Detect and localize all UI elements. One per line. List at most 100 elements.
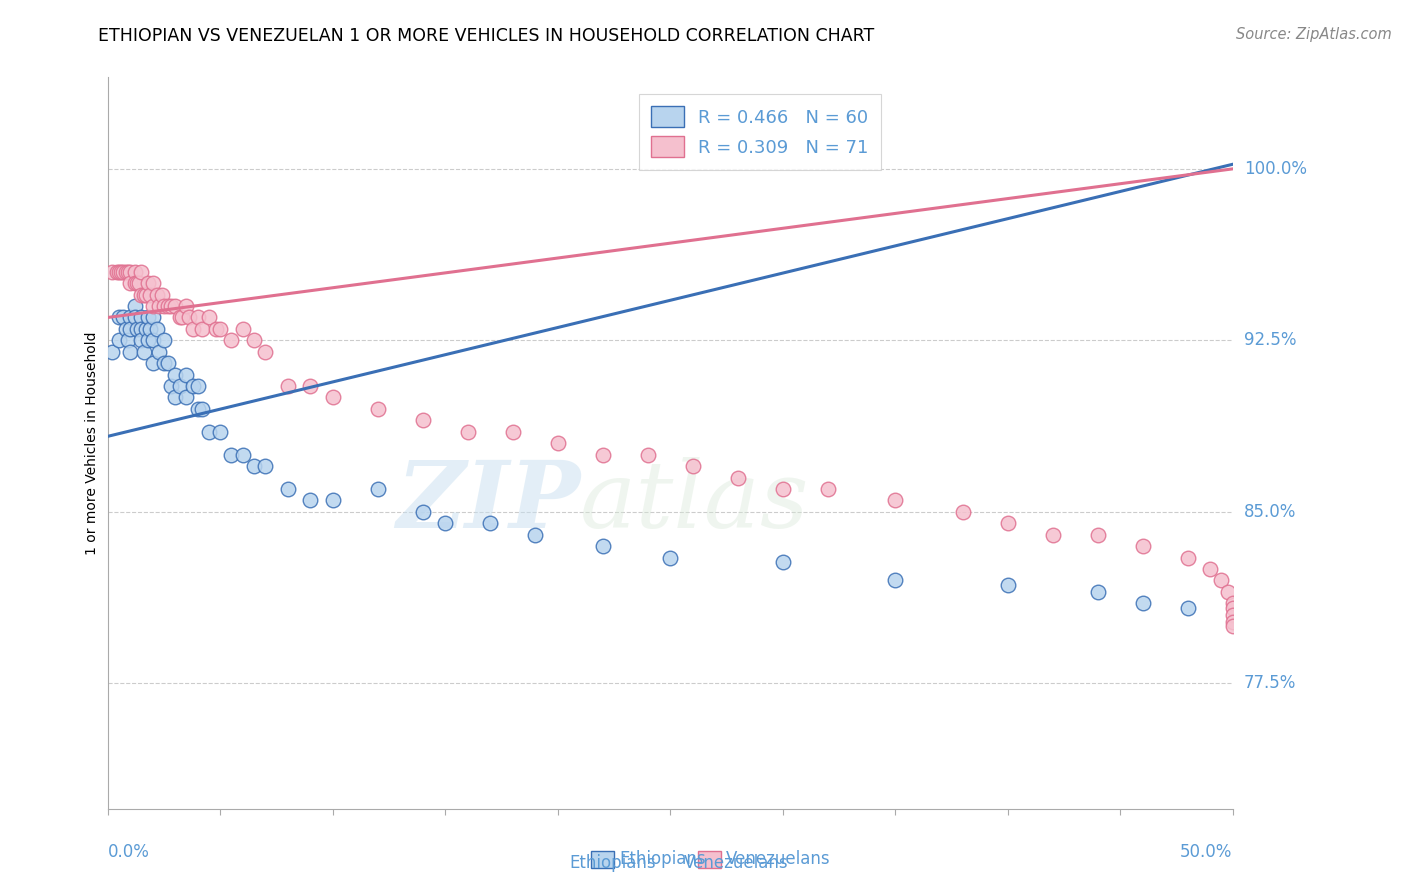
Point (136, 310, 159, 325)
Point (243, 459, 266, 474)
Point (142, 276, 165, 290)
Point (434, 516, 457, 531)
Point (181, 379, 204, 393)
Point (243, 334, 266, 348)
Point (772, 482, 794, 496)
Point (148, 344, 170, 359)
Point (110, 265, 132, 279)
Point (997, 578, 1019, 592)
Point (221, 334, 243, 348)
Point (884, 574, 907, 588)
Point (1042, 527, 1064, 541)
Point (592, 539, 614, 553)
Point (117, 265, 139, 279)
Point (131, 265, 153, 279)
Point (169, 379, 191, 393)
Point (131, 287, 153, 301)
Text: 0.0%: 0.0% (108, 843, 149, 861)
Point (502, 425, 524, 439)
Point (176, 368, 198, 382)
Point (1222, 615, 1244, 629)
Point (142, 334, 165, 348)
Text: Venezuelans: Venezuelans (685, 855, 789, 872)
Point (120, 265, 142, 279)
Point (187, 379, 209, 393)
Point (132, 344, 155, 359)
Point (457, 425, 479, 439)
Point (136, 276, 159, 290)
Point (105, 265, 128, 279)
Point (135, 322, 157, 336)
Point (176, 299, 198, 313)
Point (412, 413, 434, 427)
Point (169, 310, 191, 325)
FancyBboxPatch shape (699, 851, 721, 869)
Point (159, 379, 181, 393)
Point (153, 356, 176, 370)
Point (136, 334, 159, 348)
Point (727, 470, 749, 484)
Point (142, 299, 165, 313)
Point (682, 459, 704, 474)
FancyBboxPatch shape (592, 851, 614, 869)
Point (124, 265, 146, 279)
Point (817, 482, 839, 496)
Point (101, 344, 124, 359)
Point (1132, 539, 1154, 553)
Point (299, 493, 322, 508)
Point (367, 482, 389, 496)
Point (135, 287, 157, 301)
Point (1211, 574, 1233, 588)
Point (153, 334, 176, 348)
Point (1222, 607, 1244, 622)
Point (1216, 584, 1239, 599)
Point (1222, 596, 1244, 610)
Point (1199, 562, 1222, 576)
Text: 85.0%: 85.0% (1244, 503, 1296, 521)
Point (232, 322, 254, 336)
Text: ZIP: ZIP (396, 457, 581, 547)
Point (131, 310, 153, 325)
Point (232, 448, 254, 462)
Point (114, 265, 136, 279)
Point (479, 516, 502, 531)
Point (191, 322, 214, 336)
Point (153, 299, 176, 313)
Text: 77.5%: 77.5% (1244, 674, 1296, 692)
Point (1132, 596, 1154, 610)
Point (108, 310, 131, 325)
Point (101, 265, 124, 279)
Point (1087, 527, 1109, 541)
Point (1222, 600, 1244, 615)
Point (124, 310, 146, 325)
Point (547, 436, 569, 450)
Point (120, 276, 142, 290)
Point (277, 482, 299, 496)
Text: atlas: atlas (581, 457, 810, 547)
Point (112, 265, 135, 279)
Point (170, 310, 193, 325)
Point (165, 299, 187, 313)
Text: Ethiopians: Ethiopians (569, 855, 657, 872)
Point (637, 448, 659, 462)
Point (209, 322, 232, 336)
Point (128, 276, 150, 290)
Point (139, 287, 162, 301)
Point (142, 356, 165, 370)
Point (120, 322, 142, 336)
Point (157, 299, 180, 313)
Point (997, 516, 1019, 531)
Point (146, 322, 169, 336)
Point (124, 299, 146, 313)
Point (108, 265, 131, 279)
Point (159, 299, 181, 313)
Point (191, 401, 214, 416)
Point (592, 448, 614, 462)
Legend: R = 0.466   N = 60, R = 0.309   N = 71: R = 0.466 N = 60, R = 0.309 N = 71 (638, 94, 882, 169)
Point (884, 493, 907, 508)
Text: 100.0%: 100.0% (1244, 160, 1306, 178)
Point (132, 287, 155, 301)
Point (165, 368, 187, 382)
Point (254, 459, 277, 474)
Point (1177, 550, 1199, 565)
